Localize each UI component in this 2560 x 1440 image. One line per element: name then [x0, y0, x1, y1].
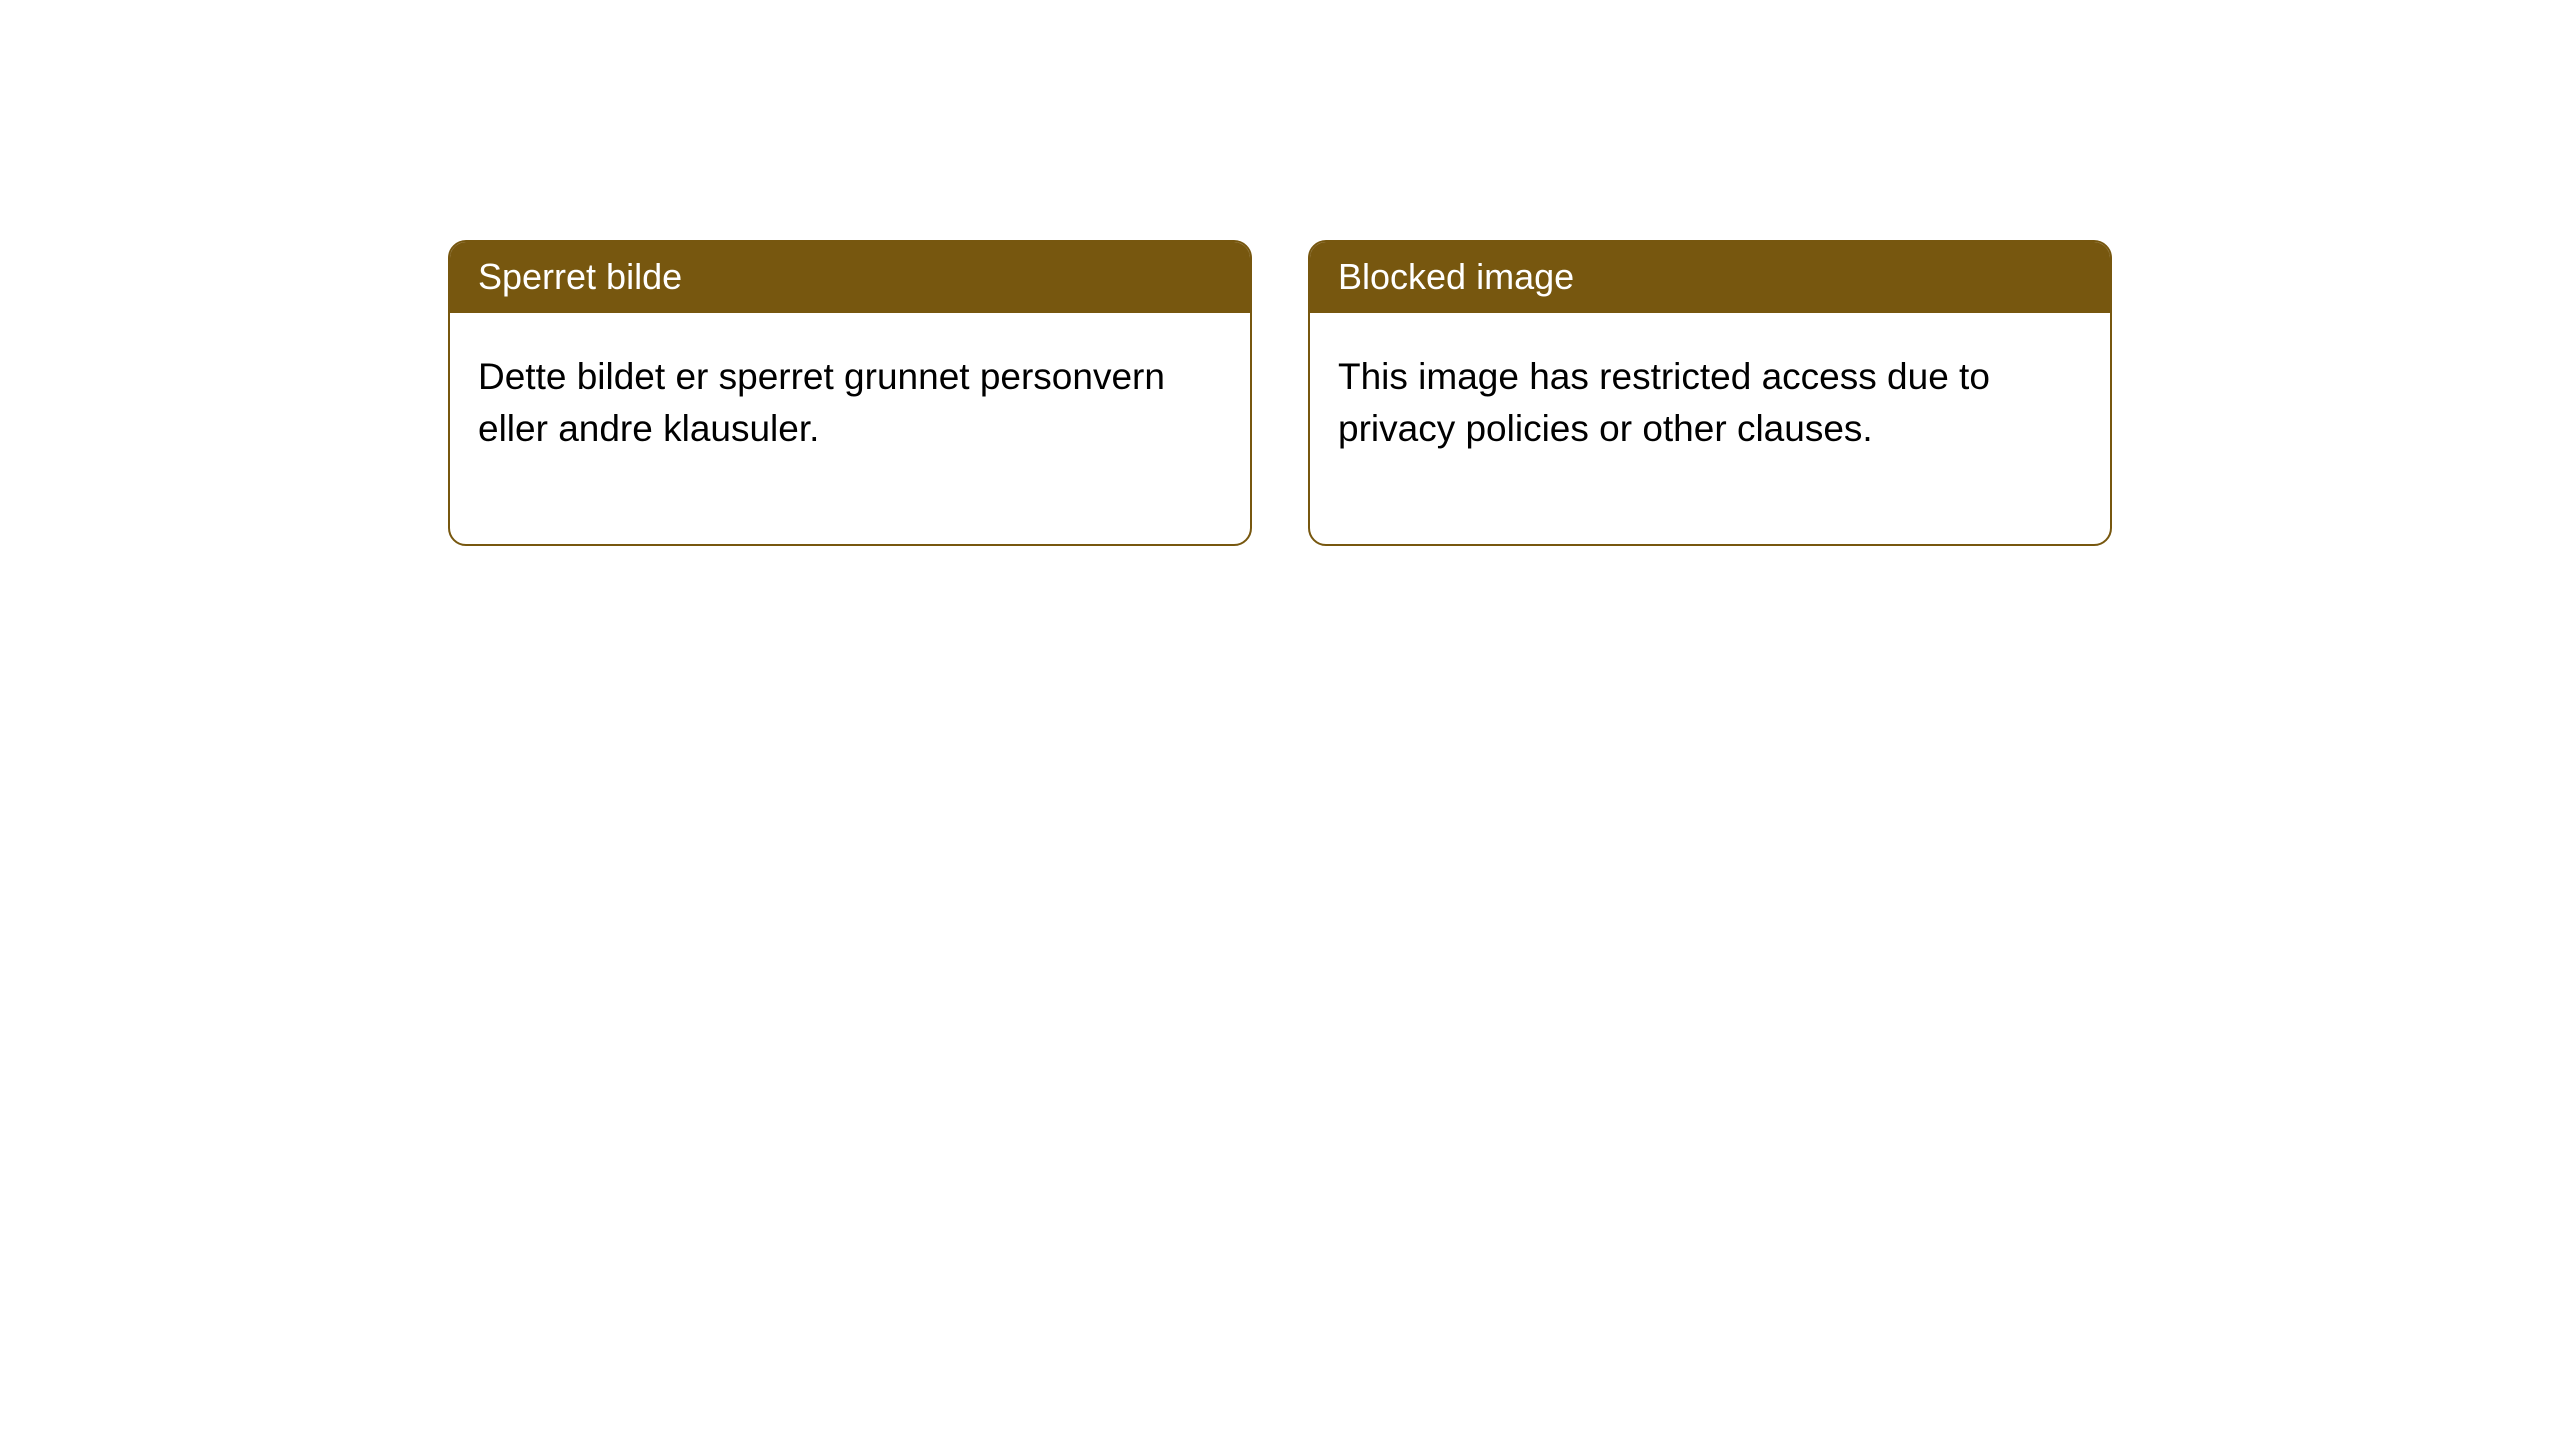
notice-body: This image has restricted access due to … — [1310, 313, 2110, 545]
notice-header: Sperret bilde — [450, 242, 1250, 313]
notice-body: Dette bildet er sperret grunnet personve… — [450, 313, 1250, 545]
notice-box-norwegian: Sperret bilde Dette bildet er sperret gr… — [448, 240, 1252, 546]
notice-box-english: Blocked image This image has restricted … — [1308, 240, 2112, 546]
notice-header: Blocked image — [1310, 242, 2110, 313]
notice-container: Sperret bilde Dette bildet er sperret gr… — [0, 0, 2560, 546]
